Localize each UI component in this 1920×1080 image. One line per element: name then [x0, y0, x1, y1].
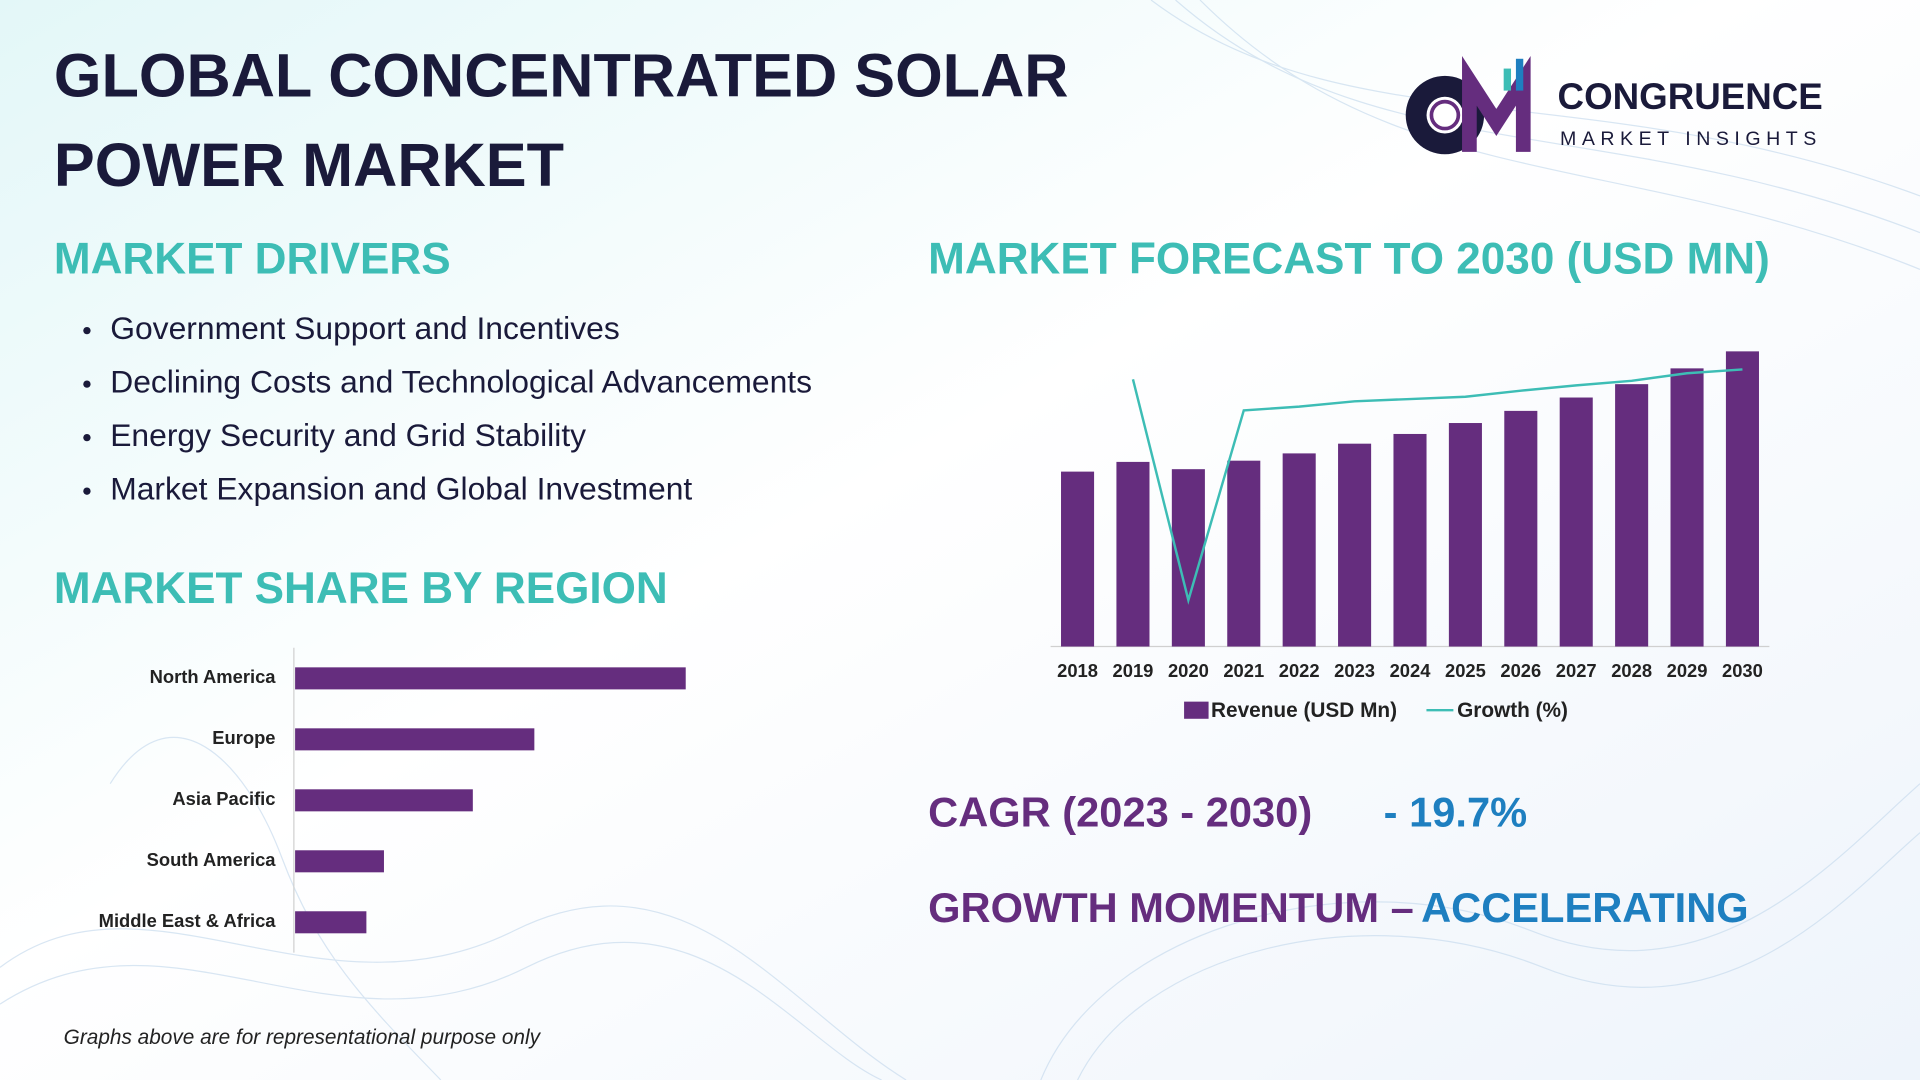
title-line: POWER MARKET: [54, 131, 564, 199]
footnote: Graphs above are for representational pu…: [64, 1026, 542, 1049]
cagr-value: - 19.7%: [1384, 789, 1527, 836]
logo-globe-ring: [1429, 99, 1461, 131]
title-line: GLOBAL CONCENTRATED SOLAR: [54, 42, 1069, 110]
legend-swatch: [1184, 701, 1209, 719]
driver-item: Declining Costs and Technological Advanc…: [110, 364, 812, 400]
x-tick-label: 2020: [1168, 660, 1209, 681]
x-tick-label: 2029: [1667, 660, 1708, 681]
category-label: Middle East & Africa: [99, 910, 277, 931]
bar: [1615, 384, 1649, 647]
x-tick-label: 2019: [1113, 660, 1154, 681]
x-tick-label: 2030: [1722, 660, 1763, 681]
cagr-label: CAGR (2023 - 2030): [928, 789, 1312, 836]
bullet-dot: [83, 487, 91, 495]
x-tick-label: 2025: [1445, 660, 1486, 681]
logo: CONGRUENCE MARKET INSIGHTS: [1405, 55, 1823, 155]
forecast-heading: MARKET FORECAST TO 2030 (USD MN): [928, 235, 1770, 284]
legend-label: Revenue (USD Mn): [1211, 699, 1397, 722]
driver-item: Government Support and Incentives: [110, 310, 620, 346]
bar: [1227, 460, 1261, 647]
bar: [1559, 397, 1593, 647]
driver-item: Energy Security and Grid Stability: [110, 417, 586, 453]
x-tick-label: 2028: [1611, 660, 1652, 681]
logo-bar: [1503, 68, 1512, 91]
logo-name: CONGRUENCE: [1558, 76, 1823, 117]
bar: [1393, 433, 1427, 647]
bar: [295, 728, 535, 751]
bar: [1338, 443, 1372, 647]
charts: North America Europe Asia Pacific South Ame…: [99, 351, 1770, 953]
bullet-dot: [83, 380, 91, 388]
x-tick-label: 2022: [1279, 660, 1320, 681]
momentum: GROWTH MOMENTUM – ACCELERATING: [928, 884, 1749, 931]
logo-tagline: MARKET INSIGHTS: [1560, 128, 1822, 150]
bar: [1504, 410, 1538, 647]
momentum-value: ACCELERATING: [1421, 884, 1749, 931]
x-tick-label: 2021: [1223, 660, 1264, 681]
bar: [1116, 461, 1150, 647]
category-label: North America: [150, 666, 277, 687]
bar: [295, 789, 473, 812]
bar: [1725, 351, 1759, 647]
bar: [295, 667, 686, 690]
drivers-heading: MARKET DRIVERS: [54, 235, 451, 284]
region-heading: MARKET SHARE BY REGION: [54, 564, 668, 613]
legend-label: Growth (%): [1457, 699, 1568, 722]
x-tick-label: 2023: [1334, 660, 1375, 681]
bar: [1282, 453, 1316, 647]
logo-bar: [1515, 58, 1524, 91]
x-tick-label: 2026: [1500, 660, 1541, 681]
driver-item: Market Expansion and Global Investment: [110, 471, 692, 507]
bar: [1448, 423, 1482, 647]
category-label: South America: [147, 849, 277, 870]
x-tick-label: 2024: [1390, 660, 1432, 681]
drivers-list: Government Support and Incentives Declini…: [83, 310, 812, 507]
bar: [295, 850, 384, 873]
bullet-dot: [83, 433, 91, 442]
category-label: Asia Pacific: [172, 788, 275, 809]
x-tick-label: 2027: [1556, 660, 1597, 681]
bar: [1670, 368, 1704, 647]
bar: [1061, 471, 1095, 647]
bullet-dot: [83, 326, 91, 335]
logo-m: [1462, 55, 1531, 152]
category-label: Europe: [212, 727, 275, 748]
bar: [295, 911, 367, 934]
momentum-label: GROWTH MOMENTUM –: [928, 884, 1414, 931]
growth-line: [1131, 368, 1743, 605]
x-tick-label: 2018: [1057, 660, 1098, 681]
